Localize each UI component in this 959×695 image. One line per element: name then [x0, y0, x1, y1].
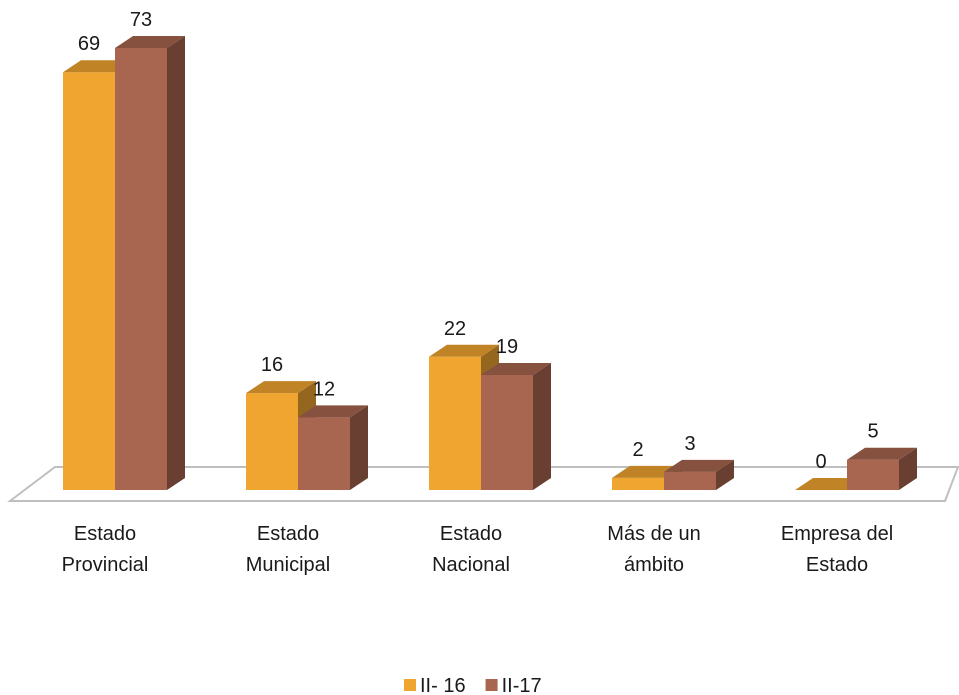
data-label: 22 — [444, 318, 466, 340]
bar-top — [481, 362, 551, 375]
data-label: 16 — [261, 354, 283, 376]
x-tick-label: Estado Municipal — [246, 523, 330, 576]
label-line: Estado — [257, 523, 319, 545]
x-tick-label: Estado Provincial — [62, 523, 149, 576]
data-label: 0 — [815, 451, 826, 473]
bar-front — [115, 48, 167, 490]
data-label: 2 — [632, 439, 643, 461]
bar-top — [115, 36, 185, 48]
label-line: Empresa del — [781, 523, 893, 545]
bar-side — [533, 362, 551, 490]
bar-top — [429, 344, 499, 357]
bar — [664, 459, 734, 490]
label-line: Estado — [74, 523, 136, 545]
x-tick-label: Empresa del Estado — [781, 523, 893, 576]
label-line: Nacional — [432, 554, 510, 576]
data-label: 73 — [130, 9, 152, 31]
bar — [481, 362, 551, 490]
bar-front — [246, 393, 298, 490]
legend-label: II- 16 — [420, 675, 466, 695]
label-line: Más de un — [607, 523, 700, 545]
label-line: Estado — [440, 523, 502, 545]
data-label: 19 — [496, 336, 518, 358]
bar-front — [63, 72, 115, 490]
data-label: 69 — [78, 33, 100, 55]
bar-side — [899, 447, 917, 490]
bar-side — [167, 36, 185, 490]
bar-top — [664, 459, 734, 472]
bar-top — [298, 405, 368, 418]
bar-top — [246, 381, 316, 394]
bar — [115, 36, 185, 490]
x-tick-label: Más de un ámbito — [607, 523, 700, 576]
bar-front — [664, 471, 716, 490]
bar-front — [612, 477, 664, 490]
label-line: Estado — [806, 554, 868, 576]
label-line: Provincial — [62, 554, 149, 576]
bar-front — [847, 459, 899, 490]
bar-side — [350, 405, 368, 490]
bar-front — [429, 356, 481, 490]
bar-top — [847, 447, 917, 460]
label-line: ámbito — [624, 554, 684, 576]
bar — [847, 447, 917, 490]
bar — [298, 405, 368, 490]
x-tick-label: Estado Nacional — [432, 523, 510, 576]
legend-label: II-17 — [502, 675, 542, 695]
bar-front — [481, 374, 533, 490]
legend-swatch — [485, 679, 498, 691]
data-label: 3 — [684, 433, 695, 455]
legend-swatch — [404, 679, 416, 691]
label-line: Municipal — [246, 554, 330, 576]
bar-front — [298, 417, 350, 490]
data-label: 5 — [867, 421, 878, 443]
bar-side — [716, 459, 734, 490]
data-label: 12 — [313, 378, 335, 400]
